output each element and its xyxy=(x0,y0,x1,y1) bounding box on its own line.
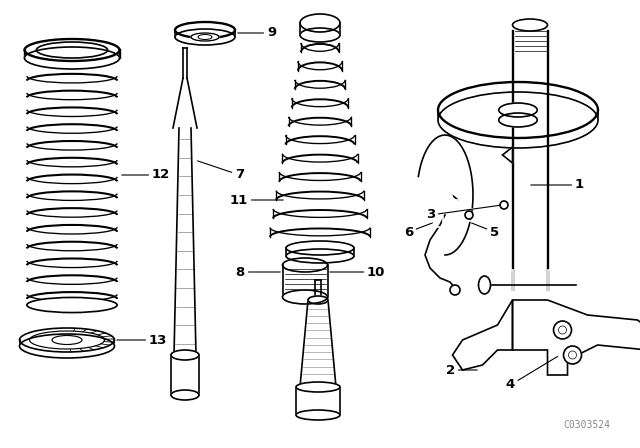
Ellipse shape xyxy=(19,334,115,358)
Ellipse shape xyxy=(296,382,340,392)
Circle shape xyxy=(554,321,572,339)
Ellipse shape xyxy=(191,33,219,41)
Text: 6: 6 xyxy=(404,223,433,238)
Polygon shape xyxy=(513,300,640,375)
Ellipse shape xyxy=(300,28,340,42)
Polygon shape xyxy=(452,300,513,370)
Ellipse shape xyxy=(282,258,328,272)
Text: 11: 11 xyxy=(230,194,284,207)
Text: 1: 1 xyxy=(531,178,584,191)
Text: 5: 5 xyxy=(472,223,499,238)
Ellipse shape xyxy=(479,276,490,294)
Ellipse shape xyxy=(24,39,120,61)
Ellipse shape xyxy=(282,290,328,304)
Circle shape xyxy=(563,346,582,364)
Ellipse shape xyxy=(19,328,115,352)
Text: C0303524: C0303524 xyxy=(563,420,610,430)
Ellipse shape xyxy=(175,22,235,38)
Text: 4: 4 xyxy=(506,357,557,392)
Text: 2: 2 xyxy=(446,363,477,376)
Ellipse shape xyxy=(24,47,120,69)
Ellipse shape xyxy=(27,297,117,313)
Circle shape xyxy=(450,285,460,295)
Polygon shape xyxy=(171,355,199,395)
Ellipse shape xyxy=(438,92,598,148)
Text: 7: 7 xyxy=(198,161,244,181)
Text: 3: 3 xyxy=(426,205,499,221)
Ellipse shape xyxy=(499,103,537,117)
Ellipse shape xyxy=(286,249,354,263)
Text: 8: 8 xyxy=(236,266,280,279)
Ellipse shape xyxy=(286,241,354,255)
Polygon shape xyxy=(296,387,340,415)
Circle shape xyxy=(500,201,508,209)
Polygon shape xyxy=(513,31,547,290)
Ellipse shape xyxy=(499,113,537,127)
Polygon shape xyxy=(174,128,196,355)
Ellipse shape xyxy=(438,82,598,138)
Polygon shape xyxy=(502,147,513,163)
Polygon shape xyxy=(300,300,336,387)
Text: 9: 9 xyxy=(238,26,276,39)
Circle shape xyxy=(465,211,473,219)
Text: 12: 12 xyxy=(122,168,170,181)
Ellipse shape xyxy=(171,350,199,360)
Ellipse shape xyxy=(296,410,340,420)
Ellipse shape xyxy=(300,14,340,32)
Text: 13: 13 xyxy=(116,333,168,346)
Ellipse shape xyxy=(175,29,235,45)
Ellipse shape xyxy=(171,390,199,400)
Ellipse shape xyxy=(513,19,547,31)
Text: 10: 10 xyxy=(330,266,385,279)
Ellipse shape xyxy=(308,296,328,304)
